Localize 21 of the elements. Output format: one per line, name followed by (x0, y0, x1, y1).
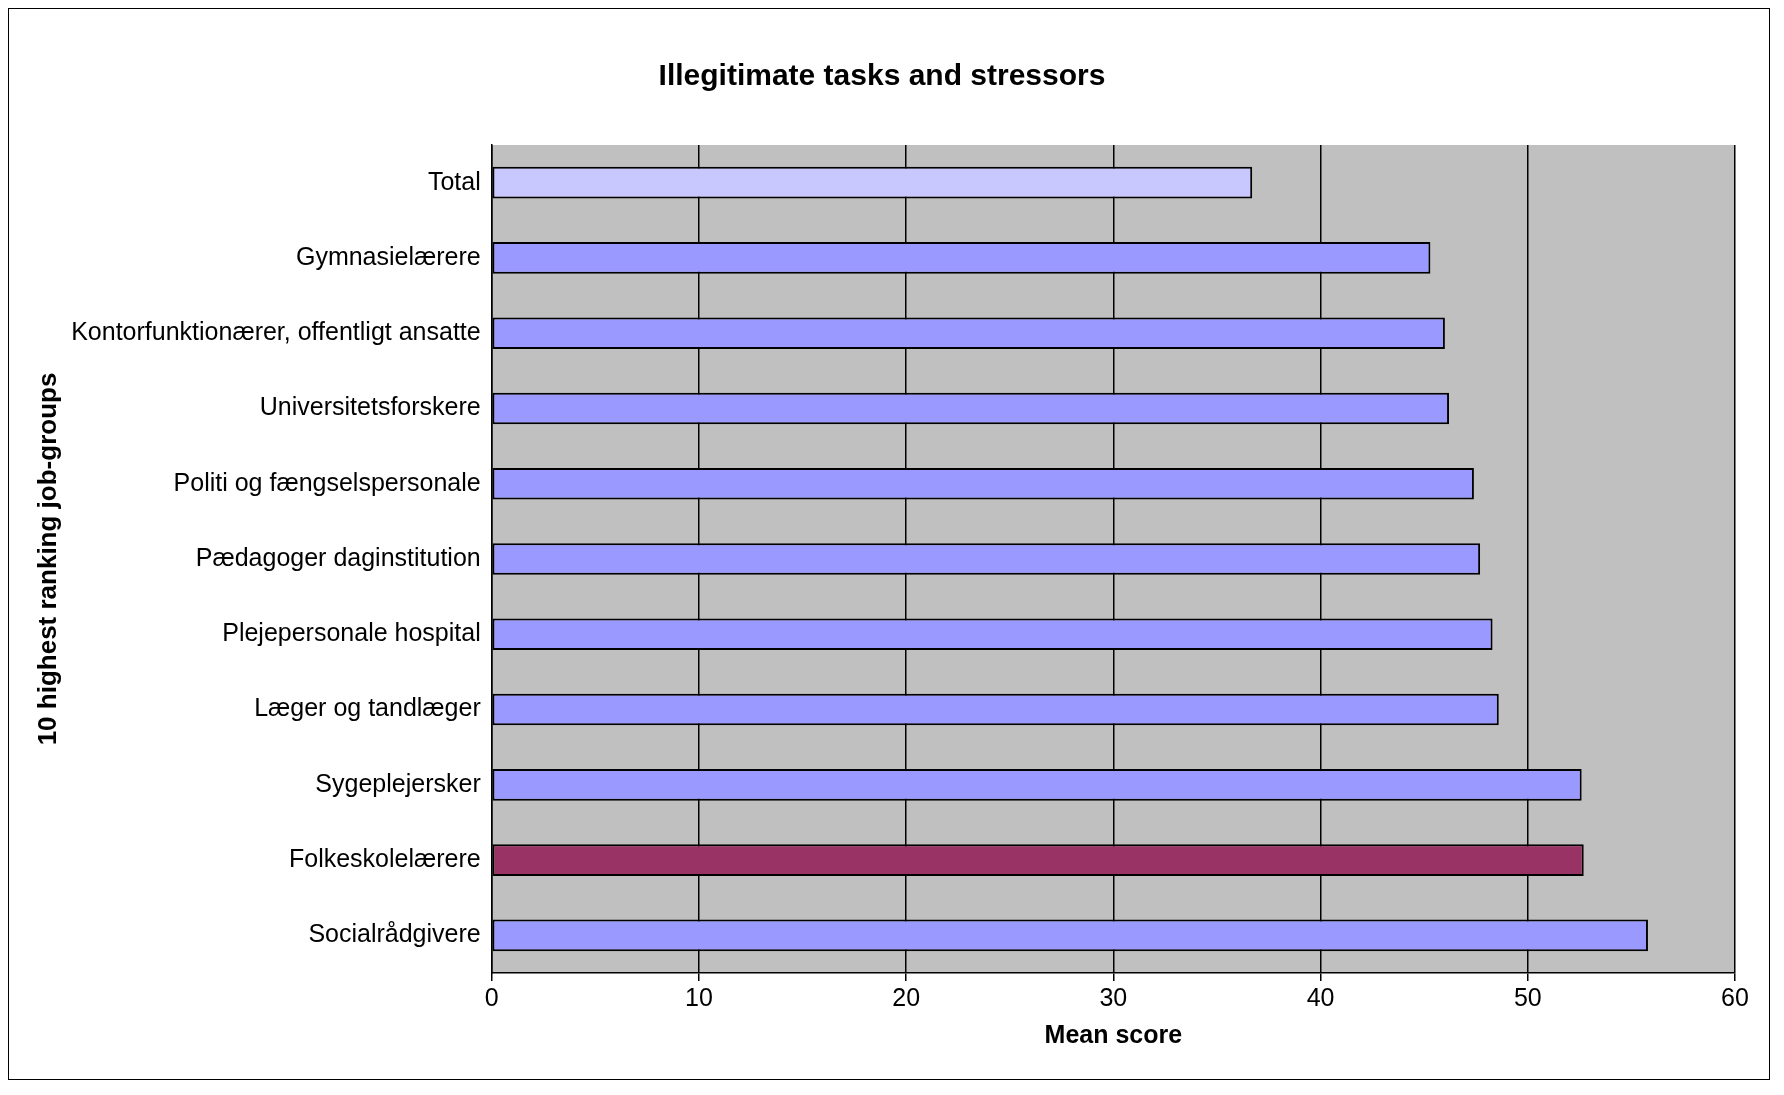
y-tick-label: Total (427, 166, 481, 195)
x-tick-label: 30 (1099, 982, 1128, 1011)
y-tick-label: Politi og fængselspersonale (173, 467, 481, 496)
y-axis-title: 10 highest ranking job-groups (31, 372, 62, 746)
x-tick-label: 50 (1513, 982, 1542, 1011)
y-tick-label: Universitetsforskere (259, 392, 481, 421)
y-tick-label: Kontorfunktionærer, offentligt ansatte (71, 317, 481, 346)
x-tick-label: 60 (1721, 982, 1749, 1011)
x-tick-label: 0 (484, 982, 499, 1011)
x-tick-label: 20 (892, 982, 921, 1011)
x-tick-label: 10 (685, 982, 713, 1011)
y-tick-label: Gymnasielærere (295, 241, 481, 270)
chart-title: Illegitimate tasks and stressors (658, 58, 1106, 92)
y-tick-label: Sygeplejersker (315, 768, 481, 797)
y-tick-label: Pædagoger daginstitution (195, 542, 481, 571)
y-tick-label: Læger og tandlæger (254, 693, 481, 722)
x-tick-label: 40 (1306, 982, 1335, 1011)
y-tick-label: Plejepersonale hospital (222, 618, 481, 647)
y-tick-label: Socialrådgivere (308, 919, 481, 948)
y-tick-label: Folkeskolelærere (288, 843, 481, 872)
x-axis-title: Mean score (1044, 1019, 1183, 1048)
